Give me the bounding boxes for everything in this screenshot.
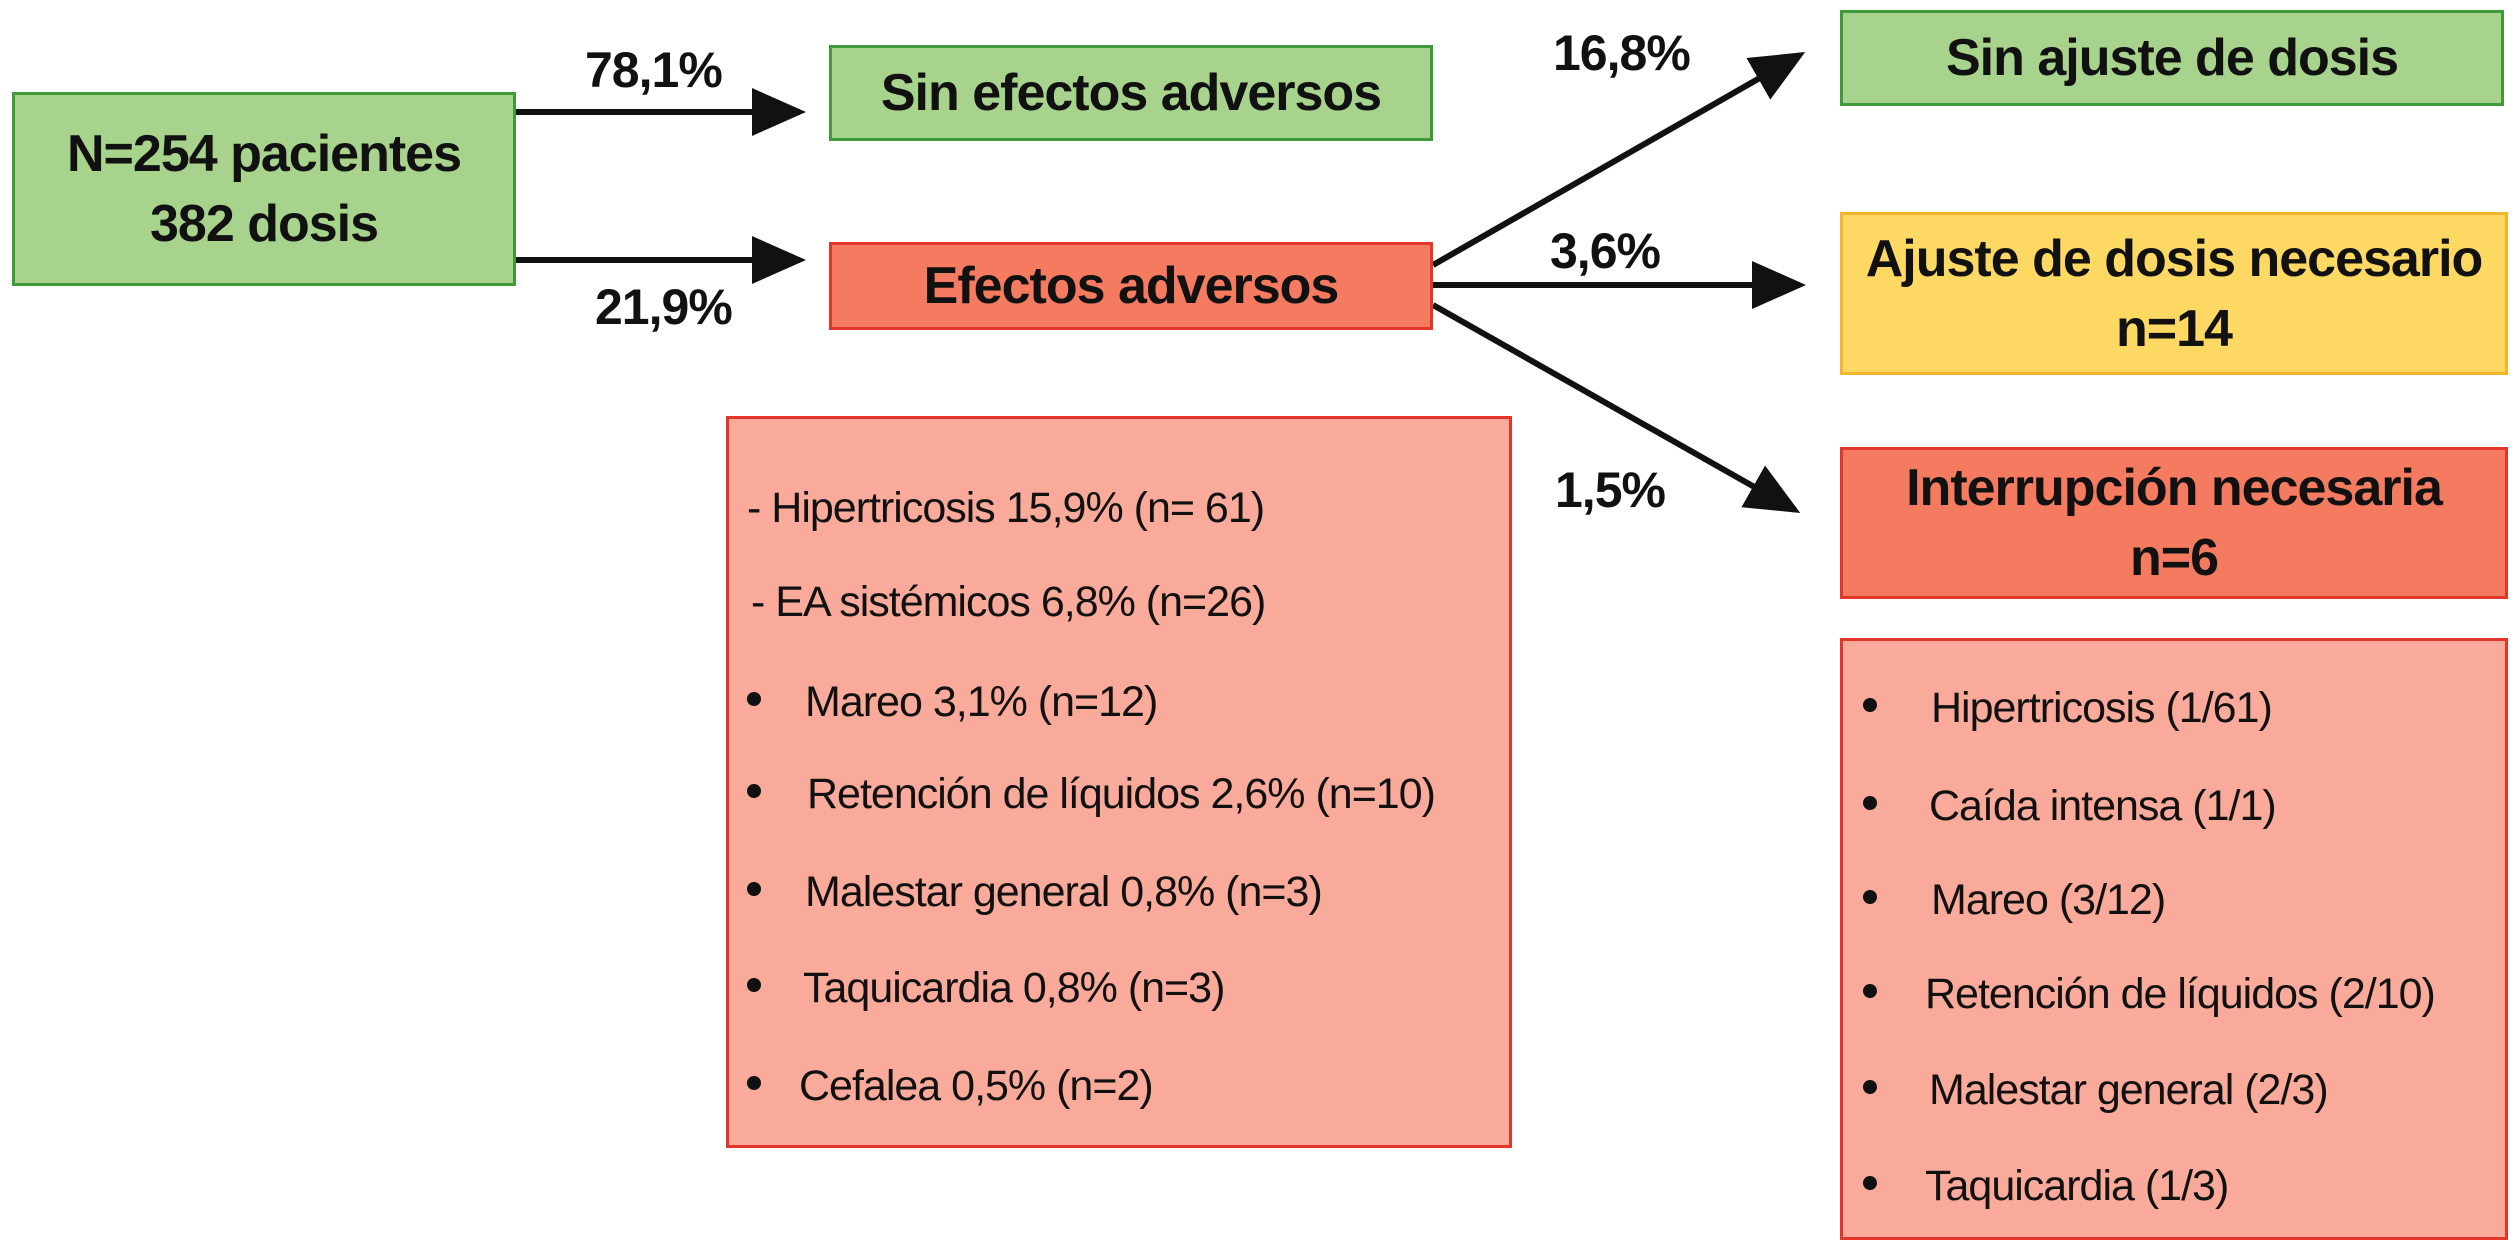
- list-item: Malestar general (2/3): [1863, 1069, 2329, 1112]
- arrow-to-no-adjust: [1431, 52, 1806, 268]
- list-item: Taquicardia 0,8% (n=3): [747, 967, 1225, 1010]
- bullet-icon: [1863, 697, 1877, 712]
- bullet-icon: [1863, 795, 1877, 810]
- no-adjust-label: Sin ajuste de dosis: [1945, 29, 2399, 87]
- pct-no-adverse: 78,1%: [585, 42, 723, 98]
- pct-no-adjust: 16,8%: [1553, 25, 1691, 81]
- no-adjust-node: Sin ajuste de dosis: [1840, 10, 2504, 106]
- pct-adjust: 3,6%: [1550, 223, 1661, 279]
- interrupt-node: Interrupción necesaria n=6: [1840, 447, 2508, 599]
- list-item: Malestar general 0,8% (n=3): [747, 871, 1323, 914]
- adjust-line-1: Ajuste de dosis necesario: [1865, 229, 2484, 288]
- start-line-1: N=254 pacientes: [66, 125, 462, 183]
- interrupt-detail-box: Hipertricosis (1/61) Caída intensa (1/1)…: [1840, 638, 2508, 1240]
- list-item: Cefalea 0,5% (n=2): [747, 1065, 1154, 1108]
- list-item: Caída intensa (1/1): [1863, 785, 2277, 828]
- list-item: - Hipertricosis 15,9% (n= 61): [747, 484, 1265, 532]
- bullet-icon: [747, 881, 761, 896]
- adverse-detail-box: - Hipertricosis 15,9% (n= 61) - EA sisté…: [726, 416, 1512, 1148]
- bullet-icon: [747, 1075, 761, 1090]
- adverse-node: Efectos adversos: [829, 242, 1433, 330]
- bullet-icon: [747, 977, 761, 992]
- bullet-icon: [1863, 983, 1877, 998]
- start-node: N=254 pacientes 382 dosis: [12, 92, 516, 286]
- list-item: Mareo (3/12): [1863, 879, 2166, 922]
- list-item: Hipertricosis (1/61): [1863, 687, 2273, 730]
- pct-adverse: 21,9%: [595, 279, 733, 335]
- list-item: Retención de líquidos (2/10): [1863, 973, 2436, 1016]
- bullet-icon: [1863, 889, 1877, 904]
- list-item: Retención de líquidos 2,6% (n=10): [747, 773, 1436, 816]
- bullet-icon: [747, 691, 761, 706]
- interrupt-line-2: n=6: [2129, 529, 2219, 587]
- list-item: - EA sistémicos 6,8% (n=26): [751, 578, 1266, 626]
- pct-interrupt: 1,5%: [1555, 462, 1666, 518]
- adjust-node: Ajuste de dosis necesario n=14: [1840, 212, 2508, 375]
- arrow-to-interrupt: [1431, 302, 1801, 513]
- list-item: Mareo 3,1% (n=12): [747, 681, 1158, 724]
- no-adverse-label: Sin efectos adversos: [880, 64, 1382, 122]
- adverse-label: Efectos adversos: [923, 257, 1340, 315]
- bullet-icon: [1863, 1079, 1877, 1094]
- adjust-line-2: n=14: [2116, 299, 2233, 358]
- interrupt-line-1: Interrupción necesaria: [1906, 459, 2443, 517]
- list-item: Taquicardia (1/3): [1863, 1165, 2229, 1208]
- no-adverse-node: Sin efectos adversos: [829, 45, 1433, 141]
- start-line-2: 382 dosis: [149, 195, 379, 253]
- bullet-icon: [747, 783, 761, 798]
- bullet-icon: [1863, 1175, 1877, 1190]
